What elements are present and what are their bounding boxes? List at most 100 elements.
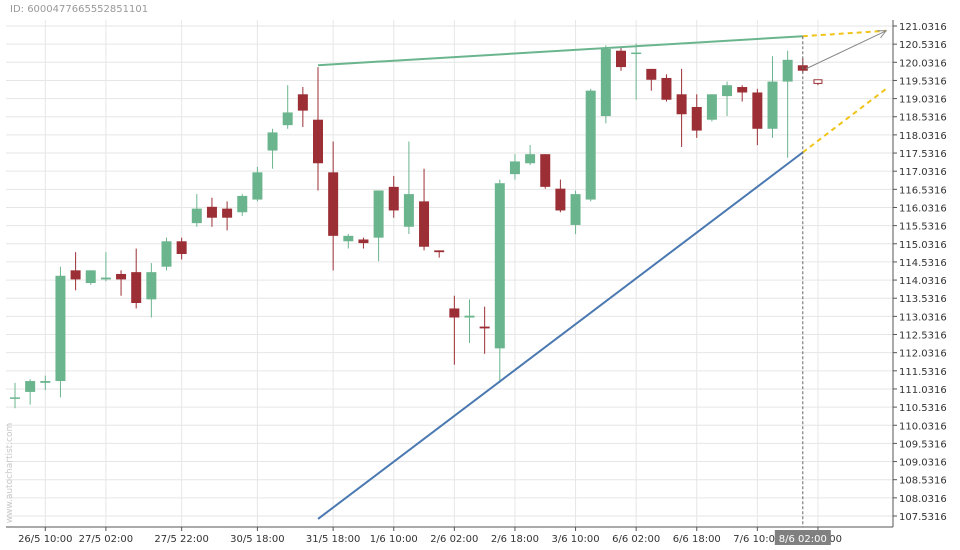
candle: [661, 74, 672, 102]
y-tick-label: 116.5316: [899, 185, 947, 196]
projection-upper-line: [802, 29, 887, 38]
candle-body: [752, 92, 763, 129]
candle-body: [313, 119, 323, 164]
candle: [449, 295, 460, 365]
y-tick-label: 116.0316: [899, 203, 947, 214]
candle: [373, 190, 384, 262]
candle-body: [616, 50, 626, 68]
candle-body: [343, 235, 354, 242]
candle-body: [464, 315, 475, 318]
candle-body: [600, 48, 611, 117]
candle: [328, 141, 339, 271]
watermark: www.autochartist.com: [5, 422, 15, 524]
forecast-arrow-line: [805, 30, 887, 70]
candle-body: [434, 250, 445, 253]
candle: [691, 94, 702, 138]
candle-body: [555, 188, 566, 211]
y-tick-label: 115.5316: [899, 222, 947, 233]
y-axis-labels: 121.0316 120.5316 120.0316 119.5316 119.0316…: [893, 22, 947, 523]
candle-body: [237, 195, 248, 213]
candle: [494, 179, 505, 383]
candle: [343, 234, 354, 249]
x-tick-label: 6/6 18:00: [673, 534, 721, 545]
candle-body: [25, 381, 36, 392]
candle: [206, 197, 217, 227]
y-tick-label: 108.5316: [899, 476, 947, 487]
y-tick-label: 119.0316: [899, 95, 947, 106]
x-axis-labels: 26/5 10:00 27/5 02:00 27/5 22:00 30/5 18:00…: [18, 527, 842, 545]
candle: [813, 79, 823, 86]
candle-body: [116, 273, 127, 280]
candle-body: [676, 94, 687, 115]
candle-body: [570, 194, 581, 225]
x-tick-label: 2/6 18:00: [491, 534, 539, 545]
candle-body: [631, 52, 642, 55]
candle: [297, 87, 308, 127]
x-tick-label: 30/5 18:00: [230, 534, 284, 545]
candle: [131, 248, 142, 309]
candle-body: [388, 186, 399, 211]
candle: [85, 270, 96, 285]
candle: [252, 166, 263, 202]
candle: [525, 145, 536, 166]
candle: [797, 57, 808, 73]
candle-body: [206, 206, 217, 218]
chart-id-label: ID: 6000477665552851101: [10, 4, 149, 15]
candle: [434, 250, 445, 258]
candle: [616, 47, 626, 71]
candle: [161, 237, 172, 271]
candle: [40, 375, 51, 391]
candle: [222, 201, 233, 231]
forecast-arrow-head: [877, 30, 888, 39]
y-tick-label: 113.0316: [899, 312, 947, 323]
y-tick-label: 112.5316: [899, 331, 947, 342]
candle: [191, 194, 202, 227]
candle: [600, 45, 611, 124]
candle-body: [813, 79, 823, 84]
y-tick-label: 110.0316: [899, 421, 947, 432]
x-tick-label: 31/5 18:00: [306, 534, 360, 545]
x-tick-label: 7/6 10:00: [733, 534, 781, 545]
candle-body: [525, 154, 536, 164]
y-tick-label: 119.5316: [899, 76, 947, 87]
candle: [282, 85, 293, 129]
resistance-line: [317, 35, 803, 67]
y-tick-label: 114.5316: [899, 258, 947, 269]
y-tick-label: 110.5316: [899, 403, 947, 414]
candle-body: [328, 172, 339, 236]
candle: [585, 88, 596, 202]
candle-body: [540, 154, 551, 187]
candle: [752, 88, 763, 146]
candle-body: [691, 106, 702, 131]
candle: [570, 190, 581, 235]
candle-body: [509, 161, 520, 175]
axes: [6, 20, 894, 528]
y-tick-label: 118.0316: [899, 131, 947, 142]
candle: [313, 67, 323, 191]
candle: [146, 263, 157, 318]
candle-body: [146, 272, 157, 300]
current-time-marker: 8/6 02:00: [774, 36, 831, 545]
x-tick-label: 26/5 10:00: [18, 534, 72, 545]
candle: [55, 266, 66, 398]
candle-body: [419, 201, 430, 247]
x-tick-label: 3/6 10:00: [552, 534, 600, 545]
candle-body: [55, 275, 66, 382]
y-tick-label: 113.5316: [899, 294, 947, 305]
x-tick-label: 27/5 22:00: [154, 534, 208, 545]
candle-body: [85, 270, 96, 284]
candle-body: [479, 326, 490, 329]
candle-body: [358, 239, 369, 244]
candle-body: [176, 241, 187, 254]
candles: [10, 43, 823, 409]
y-tick-label: 109.0316: [899, 458, 947, 469]
candle: [100, 252, 111, 282]
support-line: [317, 151, 804, 520]
candle: [267, 128, 278, 169]
candle: [176, 237, 187, 260]
candle: [479, 306, 490, 354]
x-tick-label: 2/6 02:00: [430, 534, 478, 545]
candle: [646, 68, 657, 91]
candle-body: [449, 308, 460, 318]
grid-lines: [6, 20, 893, 527]
